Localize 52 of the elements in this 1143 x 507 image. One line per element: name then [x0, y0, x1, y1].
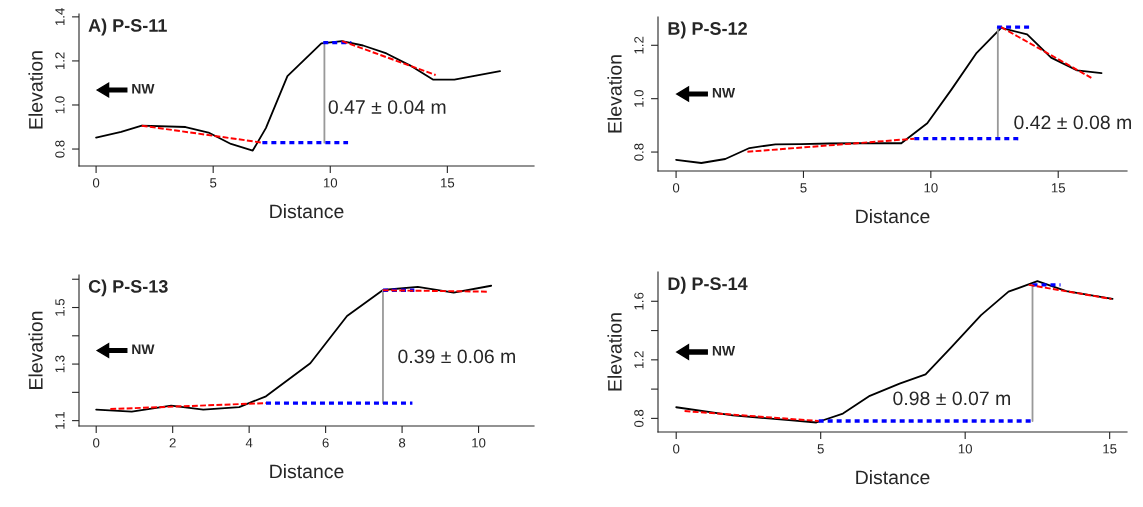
annotation: 0.42 ± 0.08 m: [1014, 115, 1131, 130]
chart-title: A) P-S-11: [88, 18, 167, 36]
y-tick-label: 1.0: [55, 96, 65, 114]
x-axis-title: Distance: [856, 208, 930, 224]
x-tick-label: 15: [441, 178, 455, 188]
y-tick-label: 1.3: [55, 355, 65, 373]
chart-title: D) P-S-14: [668, 276, 748, 294]
x-tick-label: 0: [93, 438, 100, 448]
x-axis-title: Distance: [270, 463, 344, 479]
y-tick-label: 1.2: [55, 52, 65, 70]
x-tick-label: 10: [924, 183, 938, 193]
x-tick-label: 5: [800, 183, 807, 193]
x-tick-label: 2: [169, 438, 176, 448]
x-axis-title: Distance: [856, 469, 930, 485]
x-tick-label: 5: [210, 178, 217, 188]
x-tick-label: 4: [245, 438, 253, 448]
x-tick-label: 15: [1103, 444, 1117, 454]
annotation: NW: [132, 84, 155, 94]
y-axis-title: Elevation: [607, 55, 622, 133]
y-axis-title: Elevation: [28, 51, 43, 129]
annotation: NW: [712, 346, 736, 356]
y-tick-label: 1.2: [634, 36, 644, 54]
x-tick-label: 0: [92, 178, 100, 188]
y-tick-label: 1.4: [55, 8, 65, 26]
y-tick-label: 0.8: [634, 143, 644, 161]
y-tick-label: 1.2: [634, 351, 644, 368]
y-tick-label: 0.8: [55, 140, 65, 158]
annotation: NW: [712, 88, 736, 98]
annotation: 0.98 ± 0.07 m: [893, 391, 1010, 406]
annotation: 0.47 ± 0.04 m: [328, 100, 446, 114]
x-tick-label: 6: [322, 438, 329, 448]
y-tick-label: 1.0: [634, 90, 644, 107]
line-series: [95, 40, 501, 152]
x-tick-label: 10: [958, 444, 972, 454]
x-tick-label: 5: [817, 444, 824, 454]
x-tick-label: 15: [1051, 183, 1065, 193]
annotation: 0.39 ± 0.06 m: [398, 349, 515, 364]
x-axis-title: Distance: [270, 203, 344, 219]
x-tick-label: 10: [472, 438, 486, 448]
y-tick-label: 1.1: [55, 412, 65, 429]
annotation: NW: [132, 344, 155, 355]
x-tick-label: 0: [672, 183, 680, 193]
chart-title: C) P-S-13: [88, 279, 168, 297]
y-tick-label: 1.5: [55, 298, 65, 316]
chart-title: B) P-S-12: [668, 21, 747, 39]
x-tick-label: 10: [323, 178, 338, 188]
x-tick-label: 8: [398, 438, 406, 448]
y-axis-title: Elevation: [607, 313, 622, 391]
x-tick-label: 0: [673, 444, 680, 454]
y-axis-title: Elevation: [28, 311, 43, 389]
y-tick-label: 0.8: [634, 409, 644, 428]
y-tick-label: 1.6: [634, 292, 644, 310]
